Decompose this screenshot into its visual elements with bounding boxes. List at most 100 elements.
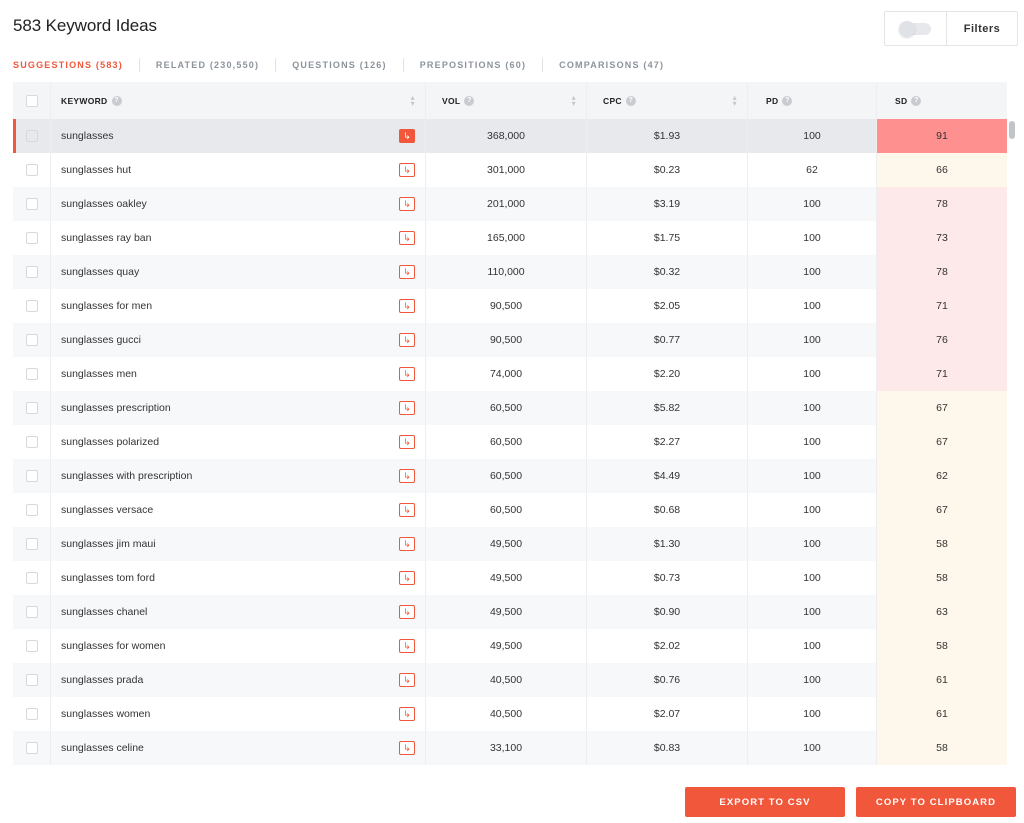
table-row[interactable]: sunglasses ↳ 368,000 $1.93 100 91 — [13, 119, 1007, 153]
header-pd[interactable]: PD? — [748, 82, 877, 119]
arrow-turn-icon[interactable]: ↳ — [399, 639, 415, 653]
table-row[interactable]: sunglasses oakley ↳ 201,000 $3.19 100 78 — [13, 187, 1007, 221]
info-icon[interactable]: ? — [782, 95, 793, 106]
filters-button[interactable]: Filters — [963, 22, 1001, 35]
table-row[interactable]: sunglasses quay ↳ 110,000 $0.32 100 78 — [13, 255, 1007, 289]
row-checkbox[interactable] — [25, 232, 38, 244]
arrow-turn-icon[interactable]: ↳ — [399, 503, 415, 517]
select-all-checkbox[interactable] — [25, 94, 38, 107]
keyword-text[interactable]: sunglasses celine — [61, 742, 144, 754]
sort-icon[interactable]: ▴ ▾ — [410, 92, 415, 108]
keyword-text[interactable]: sunglasses polarized — [61, 436, 160, 448]
table-row[interactable]: sunglasses women ↳ 40,500 $2.07 100 61 — [13, 697, 1007, 731]
arrow-turn-icon[interactable]: ↳ — [399, 333, 415, 347]
row-checkbox[interactable] — [25, 368, 38, 380]
header-keyword[interactable]: KEYWORD? ▴ ▾ — [51, 82, 426, 119]
table-row[interactable]: sunglasses tom ford ↳ 49,500 $0.73 100 58 — [13, 561, 1007, 595]
keyword-text[interactable]: sunglasses women — [61, 708, 151, 720]
table-row[interactable]: sunglasses chanel ↳ 49,500 $0.90 100 63 — [13, 595, 1007, 629]
tab-questions[interactable]: QUESTIONS (126) — [292, 60, 387, 70]
row-checkbox[interactable] — [25, 436, 38, 448]
table-row[interactable]: sunglasses gucci ↳ 90,500 $0.77 100 76 — [13, 323, 1007, 357]
keyword-text[interactable]: sunglasses men — [61, 368, 137, 380]
keyword-text[interactable]: sunglasses prada — [61, 674, 144, 686]
keyword-text[interactable]: sunglasses chanel — [61, 606, 148, 618]
row-checkbox[interactable] — [25, 470, 38, 482]
row-checkbox[interactable] — [25, 572, 38, 584]
arrow-turn-icon[interactable]: ↳ — [399, 299, 415, 313]
table-row[interactable]: sunglasses men ↳ 74,000 $2.20 100 71 — [13, 357, 1007, 391]
row-checkbox[interactable] — [25, 504, 38, 516]
arrow-turn-icon[interactable]: ↳ — [399, 231, 415, 245]
filter-toggle[interactable] — [885, 12, 947, 45]
keyword-text[interactable]: sunglasses with prescription — [61, 470, 193, 482]
info-icon[interactable]: ? — [911, 95, 922, 106]
arrow-turn-icon[interactable]: ↳ — [399, 265, 415, 279]
keyword-text[interactable]: sunglasses for women — [61, 640, 166, 652]
row-checkbox[interactable] — [25, 640, 38, 652]
keyword-text[interactable]: sunglasses jim maui — [61, 538, 156, 550]
arrow-turn-icon[interactable]: ↳ — [399, 401, 415, 415]
table-scrollbar[interactable] — [1008, 121, 1016, 767]
row-checkbox[interactable] — [25, 708, 38, 720]
table-row[interactable]: sunglasses for men ↳ 90,500 $2.05 100 71 — [13, 289, 1007, 323]
row-checkbox[interactable] — [25, 334, 38, 346]
table-row[interactable]: sunglasses versace ↳ 60,500 $0.68 100 67 — [13, 493, 1007, 527]
keyword-text[interactable]: sunglasses hut — [61, 164, 132, 176]
sort-icon[interactable]: ▴ ▾ — [732, 92, 737, 108]
arrow-turn-icon[interactable]: ↳ — [399, 367, 415, 381]
table-row[interactable]: sunglasses ray ban ↳ 165,000 $1.75 100 73 — [13, 221, 1007, 255]
row-checkbox[interactable] — [25, 742, 38, 754]
tab-suggestions[interactable]: SUGGESTIONS (583) — [13, 60, 123, 70]
row-checkbox[interactable] — [25, 266, 38, 278]
arrow-turn-icon[interactable]: ↳ — [399, 673, 415, 687]
row-checkbox[interactable] — [25, 402, 38, 414]
header-vol[interactable]: VOL? ▴ ▾ — [426, 82, 587, 119]
keyword-text[interactable]: sunglasses prescription — [61, 402, 171, 414]
table-row[interactable]: sunglasses polarized ↳ 60,500 $2.27 100 67 — [13, 425, 1007, 459]
tab-prepositions[interactable]: PREPOSITIONS (60) — [419, 60, 527, 70]
info-icon[interactable]: ? — [625, 95, 636, 106]
row-checkbox[interactable] — [25, 164, 38, 176]
table-row[interactable]: sunglasses with prescription ↳ 60,500 $4.49… — [13, 459, 1007, 493]
info-icon[interactable]: ? — [464, 95, 475, 106]
arrow-turn-icon[interactable]: ↳ — [399, 163, 415, 177]
row-checkbox[interactable] — [25, 198, 38, 210]
row-checkbox[interactable] — [25, 300, 38, 312]
tab-related[interactable]: RELATED (230,550) — [155, 60, 260, 70]
keyword-text[interactable]: sunglasses oakley — [61, 198, 147, 210]
arrow-turn-icon[interactable]: ↳ — [399, 537, 415, 551]
table-row[interactable]: sunglasses celine ↳ 33,100 $0.83 100 58 — [13, 731, 1007, 765]
keyword-text[interactable]: sunglasses gucci — [61, 334, 141, 346]
toggle-track[interactable] — [898, 20, 931, 37]
table-row[interactable]: sunglasses hut ↳ 301,000 $0.23 62 66 — [13, 153, 1007, 187]
arrow-turn-icon[interactable]: ↳ — [399, 707, 415, 721]
copy-clipboard-button[interactable]: COPY TO CLIPBOARD — [856, 787, 1016, 817]
row-checkbox[interactable] — [25, 130, 38, 142]
arrow-turn-icon[interactable]: ↳ — [399, 469, 415, 483]
export-csv-button[interactable]: EXPORT TO CSV — [685, 787, 845, 817]
keyword-text[interactable]: sunglasses versace — [61, 504, 154, 516]
row-checkbox[interactable] — [25, 674, 38, 686]
table-row[interactable]: sunglasses prada ↳ 40,500 $0.76 100 61 — [13, 663, 1007, 697]
info-icon[interactable]: ? — [111, 95, 122, 106]
scrollbar-thumb[interactable] — [1009, 121, 1015, 139]
arrow-turn-icon[interactable]: ↳ — [399, 435, 415, 449]
arrow-turn-icon[interactable]: ↳ — [399, 129, 415, 143]
arrow-turn-icon[interactable]: ↳ — [399, 197, 415, 211]
header-cpc[interactable]: CPC? ▴ ▾ — [587, 82, 748, 119]
header-sd[interactable]: SD? — [877, 82, 1007, 119]
sort-icon[interactable]: ▴ ▾ — [571, 92, 576, 108]
row-checkbox[interactable] — [25, 606, 38, 618]
arrow-turn-icon[interactable]: ↳ — [399, 571, 415, 585]
arrow-turn-icon[interactable]: ↳ — [399, 605, 415, 619]
table-row[interactable]: sunglasses prescription ↳ 60,500 $5.82 100 67 — [13, 391, 1007, 425]
toggle-knob[interactable] — [898, 20, 915, 37]
table-row[interactable]: sunglasses for women ↳ 49,500 $2.02 100 58 — [13, 629, 1007, 663]
keyword-text[interactable]: sunglasses tom ford — [61, 572, 155, 584]
keyword-text[interactable]: sunglasses ray ban — [61, 232, 152, 244]
arrow-turn-icon[interactable]: ↳ — [399, 741, 415, 755]
tab-comparisons[interactable]: COMPARISONS (47) — [559, 60, 665, 70]
table-row[interactable]: sunglasses jim maui ↳ 49,500 $1.30 100 58 — [13, 527, 1007, 561]
keyword-text[interactable]: sunglasses — [61, 130, 114, 142]
